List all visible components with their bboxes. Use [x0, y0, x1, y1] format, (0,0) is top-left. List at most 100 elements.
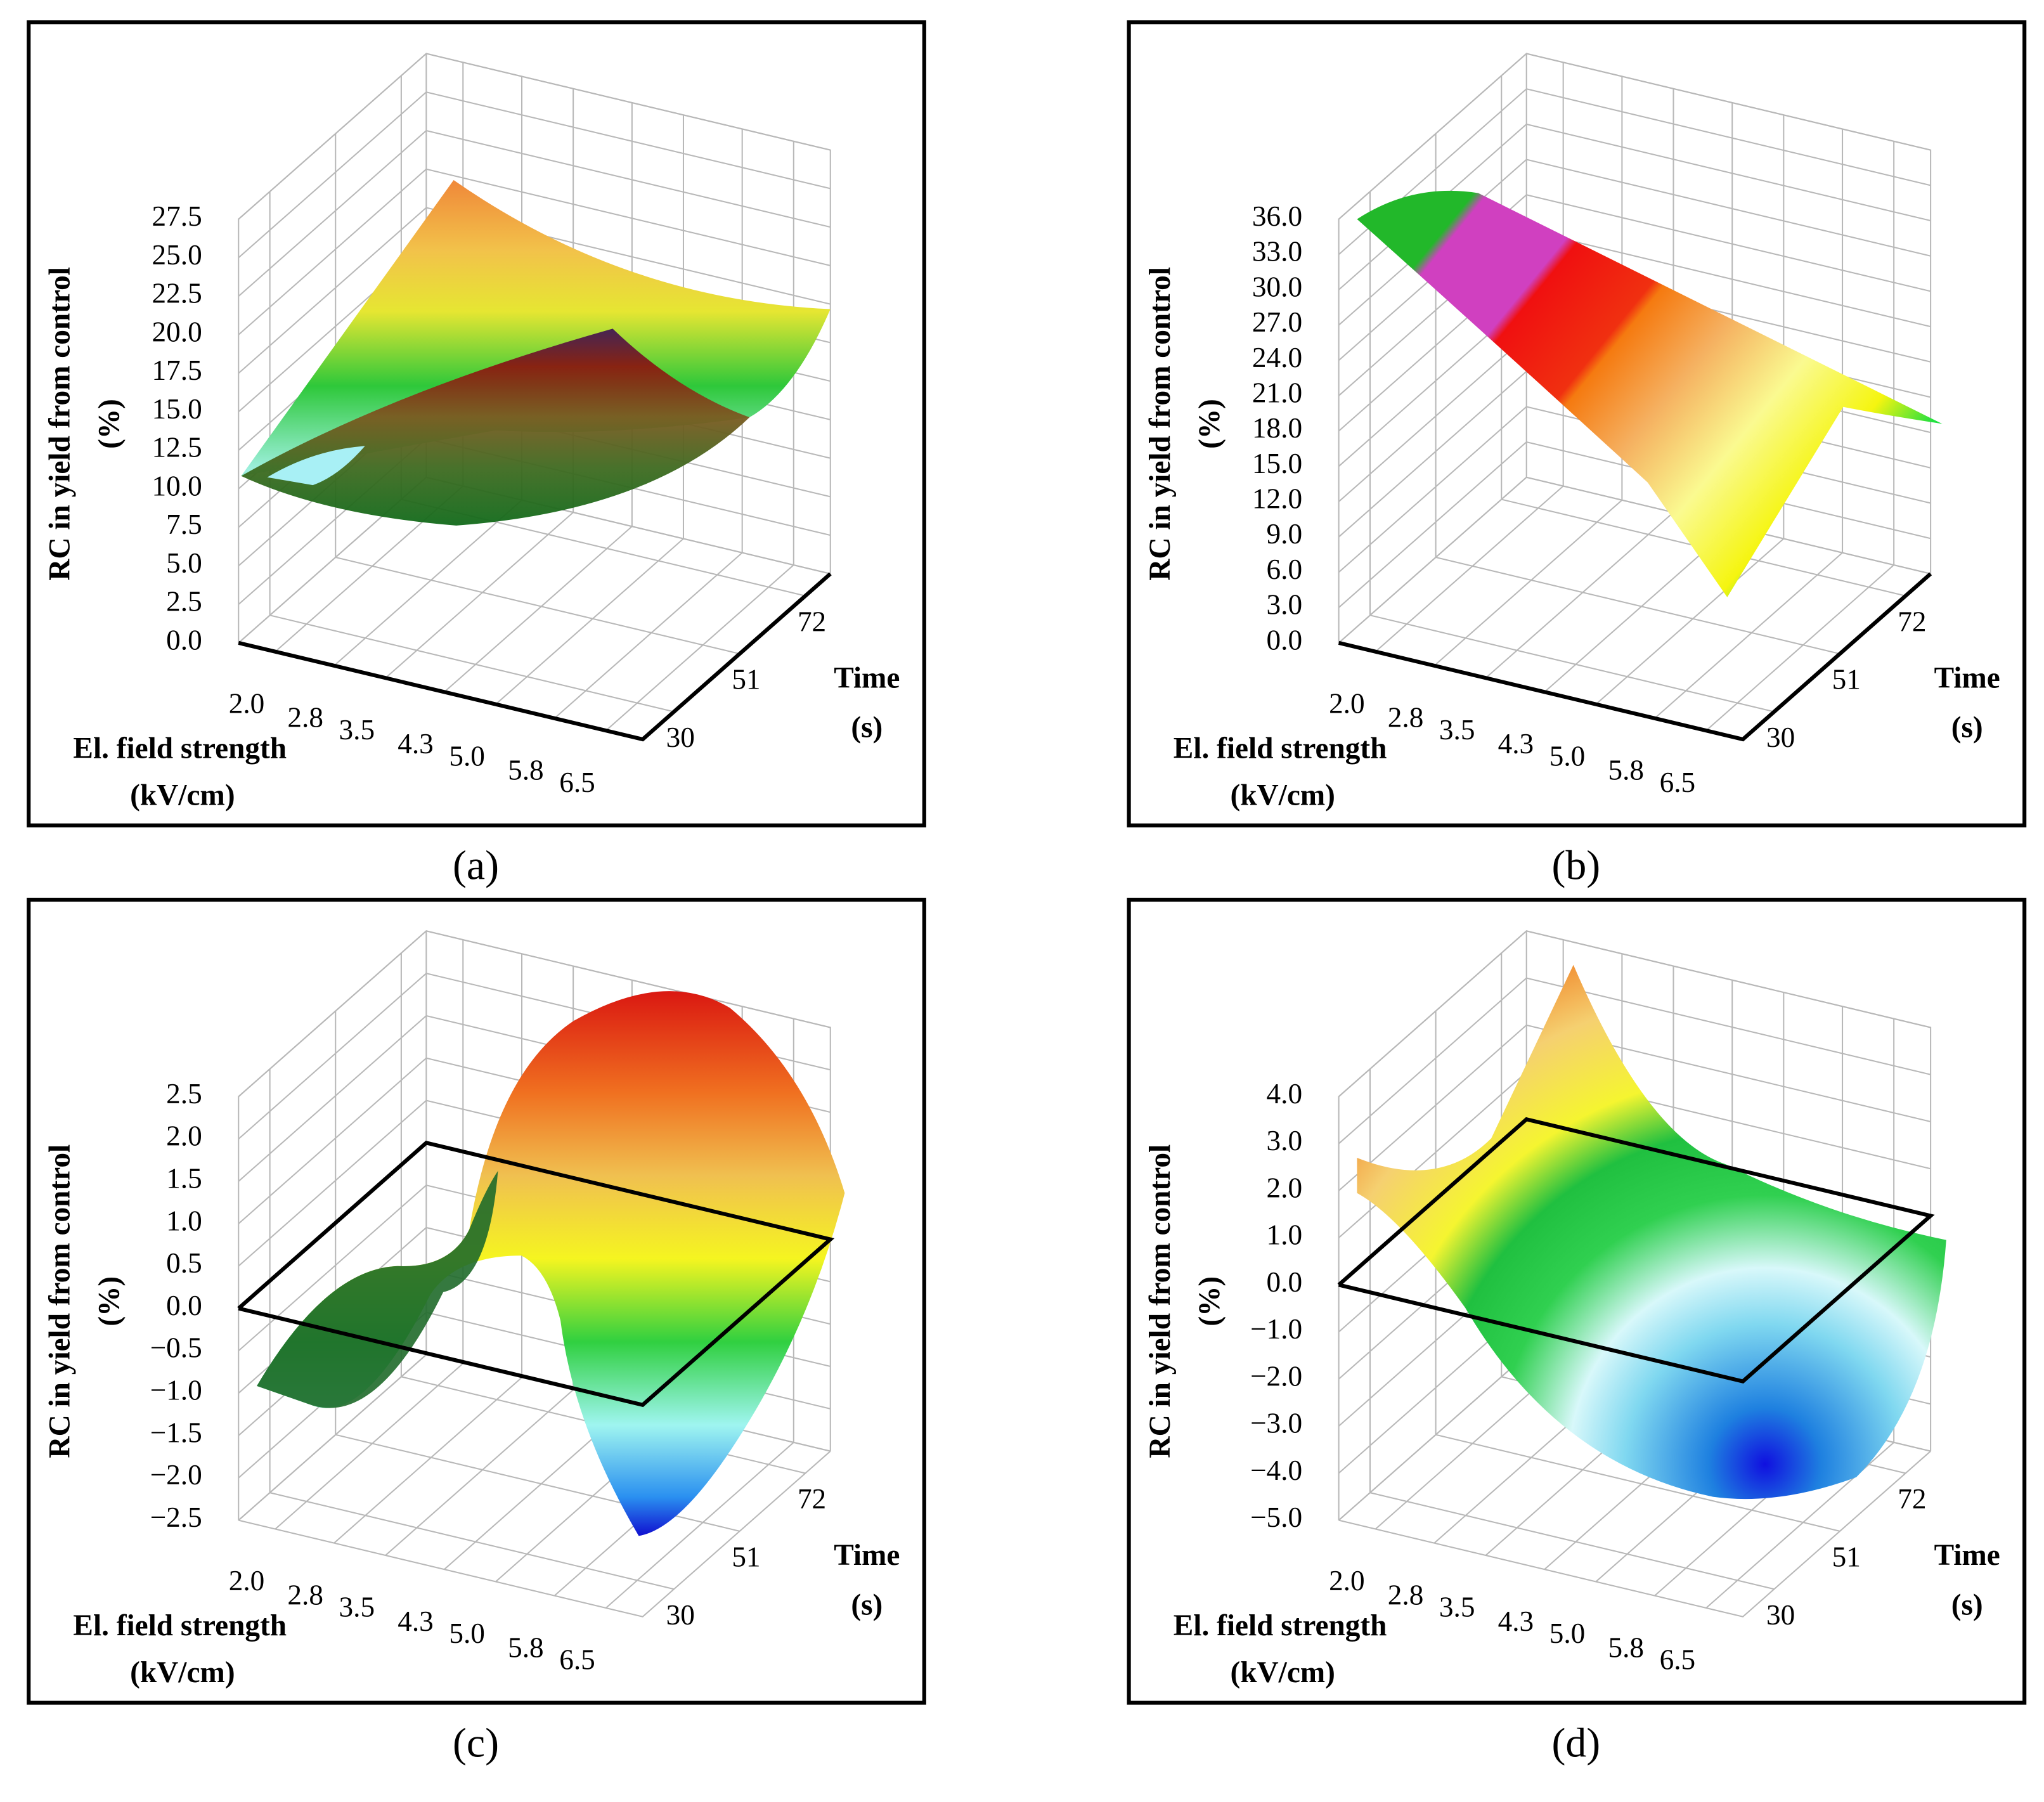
z-axis-unit: (s) — [1951, 1588, 1983, 1621]
x-axis-unit: (kV/cm) — [1230, 779, 1335, 812]
y-tick-label: 3.0 — [1267, 1125, 1303, 1157]
x-tick-label: 3.5 — [339, 714, 375, 746]
panel-frame — [1127, 20, 2027, 827]
y-tick-label: 0.0 — [1267, 624, 1303, 656]
zero-plane — [1338, 572, 1932, 742]
y-tick-label: 25.0 — [152, 239, 202, 271]
surface — [257, 1170, 498, 1408]
x-tick-label: 5.0 — [1549, 1617, 1586, 1649]
y-tick-label: −1.5 — [150, 1416, 202, 1448]
x-tick-label: 6.5 — [1660, 1644, 1696, 1676]
zero-plane — [238, 572, 832, 742]
x-tick-label: 5.0 — [1549, 740, 1586, 772]
y-tick-label: 2.5 — [166, 1078, 202, 1110]
y-tick-label: 0.0 — [166, 624, 202, 656]
x-tick-label: 2.8 — [1388, 702, 1424, 734]
grid-line — [238, 168, 831, 335]
z-tick-label: 72 — [798, 1483, 826, 1515]
y-tick-label: 6.0 — [1267, 554, 1303, 585]
axes: 0.0 2.5 5.0 7.5 10.0 12.5 15.0 17.5 20.0 22.5 25.0… — [44, 200, 900, 889]
grid-line — [1705, 1018, 1895, 1609]
y-tick-label: −4.0 — [1250, 1455, 1302, 1486]
panel: −5.0 −4.0 −3.0 −2.0 −1.0 0.0 1.0 2.0 3.0 4.0 2.0 2.… — [1127, 897, 2027, 1766]
x-tick-label: 2.8 — [1388, 1579, 1424, 1611]
surface — [1357, 964, 1946, 1500]
y-axis-title: RC in yield from control — [1144, 267, 1177, 581]
grid-line — [1595, 115, 1785, 705]
y-axis-title: RC in yield from control — [44, 267, 77, 581]
surface — [257, 991, 845, 1536]
grid-line — [1654, 129, 1844, 719]
y-tick-label: 18.0 — [1252, 412, 1302, 444]
panel-frame — [1127, 897, 2027, 1705]
grid-line — [1433, 76, 1623, 666]
axis-frame — [238, 1450, 831, 1617]
x-axis-unit: (kV/cm) — [130, 1656, 235, 1689]
x-tick-label: 4.3 — [398, 1605, 434, 1637]
z-tick-label: 72 — [1898, 1483, 1926, 1515]
zero-plane — [237, 1141, 835, 1408]
caption: (b) — [1552, 843, 1601, 889]
y-tick-label: −3.0 — [1250, 1408, 1302, 1439]
axes: −5.0 −4.0 −3.0 −2.0 −1.0 0.0 1.0 2.0 3.0 4.0 2.0 2.… — [1144, 1078, 2000, 1766]
y-tick-label: 2.0 — [166, 1120, 202, 1152]
z-axis-title: Time — [834, 1539, 900, 1572]
x-tick-label: 5.8 — [508, 755, 544, 786]
panel-frame — [27, 20, 926, 827]
grid-line — [335, 1011, 740, 1532]
grid-line — [269, 191, 675, 713]
y-tick-label: 9.0 — [1267, 518, 1303, 550]
grid-line — [335, 133, 740, 655]
x-axis-unit: (kV/cm) — [1230, 1656, 1335, 1689]
x-tick-label: 2.0 — [229, 687, 265, 719]
x-tick-label: 5.0 — [449, 740, 485, 772]
grid-line — [1369, 1068, 1775, 1590]
surface — [267, 446, 365, 486]
y-tick-label: 15.0 — [1252, 448, 1302, 479]
grid-line — [553, 129, 743, 719]
x-tick-label: 6.5 — [1660, 767, 1696, 798]
y-axis-title: RC in yield from control — [1144, 1144, 1177, 1458]
x-tick-label: 6.5 — [559, 767, 595, 798]
x-tick-label: 5.8 — [1608, 755, 1644, 786]
y-tick-label: 17.5 — [152, 354, 202, 386]
grid-line — [1338, 53, 1931, 220]
y-tick-label: 1.0 — [1267, 1219, 1303, 1251]
grid-line — [238, 129, 831, 297]
y-tick-label: 30.0 — [1252, 271, 1302, 302]
x-axis-title: El. field strength — [73, 732, 287, 765]
z-axis-unit: (s) — [1951, 711, 1983, 744]
y-tick-label: 2.5 — [166, 586, 202, 618]
y-tick-label: 0.0 — [1267, 1266, 1303, 1298]
z-tick-label: 30 — [666, 722, 695, 753]
axis-frame — [1338, 1450, 1931, 1617]
grid-line — [1369, 191, 1775, 713]
x-axis-title: El. field strength — [1174, 1609, 1387, 1642]
z-tick-label: 51 — [732, 664, 760, 696]
panel-frame — [27, 897, 926, 1705]
panel: 0.0 2.5 5.0 7.5 10.0 12.5 15.0 17.5 20.0 22.5 25.0… — [27, 20, 926, 889]
y-tick-label: 21.0 — [1252, 377, 1302, 408]
y-tick-label: −2.0 — [1250, 1360, 1302, 1392]
z-tick-label: 51 — [1832, 1541, 1861, 1573]
surface — [1357, 190, 1943, 597]
x-tick-label: 3.5 — [1439, 1591, 1475, 1623]
grid-line — [495, 115, 684, 705]
y-tick-label: −5.0 — [1250, 1501, 1302, 1533]
x-axis-title: El. field strength — [73, 1609, 287, 1642]
y-tick-label: 36.0 — [1252, 200, 1302, 232]
y-tick-label: 7.5 — [166, 509, 202, 540]
x-tick-label: 2.0 — [1329, 1565, 1365, 1597]
y-axis-unit: (%) — [93, 399, 126, 449]
z-tick-label: 51 — [1832, 664, 1861, 696]
y-tick-label: 24.0 — [1252, 342, 1302, 373]
z-axis-title: Time — [834, 661, 900, 694]
x-tick-label: 2.8 — [287, 1579, 323, 1611]
grid-line — [238, 53, 831, 220]
x-tick-label: 6.5 — [559, 1644, 595, 1676]
y-tick-label: −1.0 — [1250, 1313, 1302, 1345]
panel: −2.5 −2.0 −1.5 −1.0 −0.5 0.0 0.5 1.0 1.5 2.0 2.5 2.… — [27, 897, 926, 1766]
y-tick-label: 12.0 — [1252, 483, 1302, 515]
z-tick-label: 72 — [1898, 606, 1926, 637]
x-tick-label: 5.8 — [508, 1631, 544, 1663]
